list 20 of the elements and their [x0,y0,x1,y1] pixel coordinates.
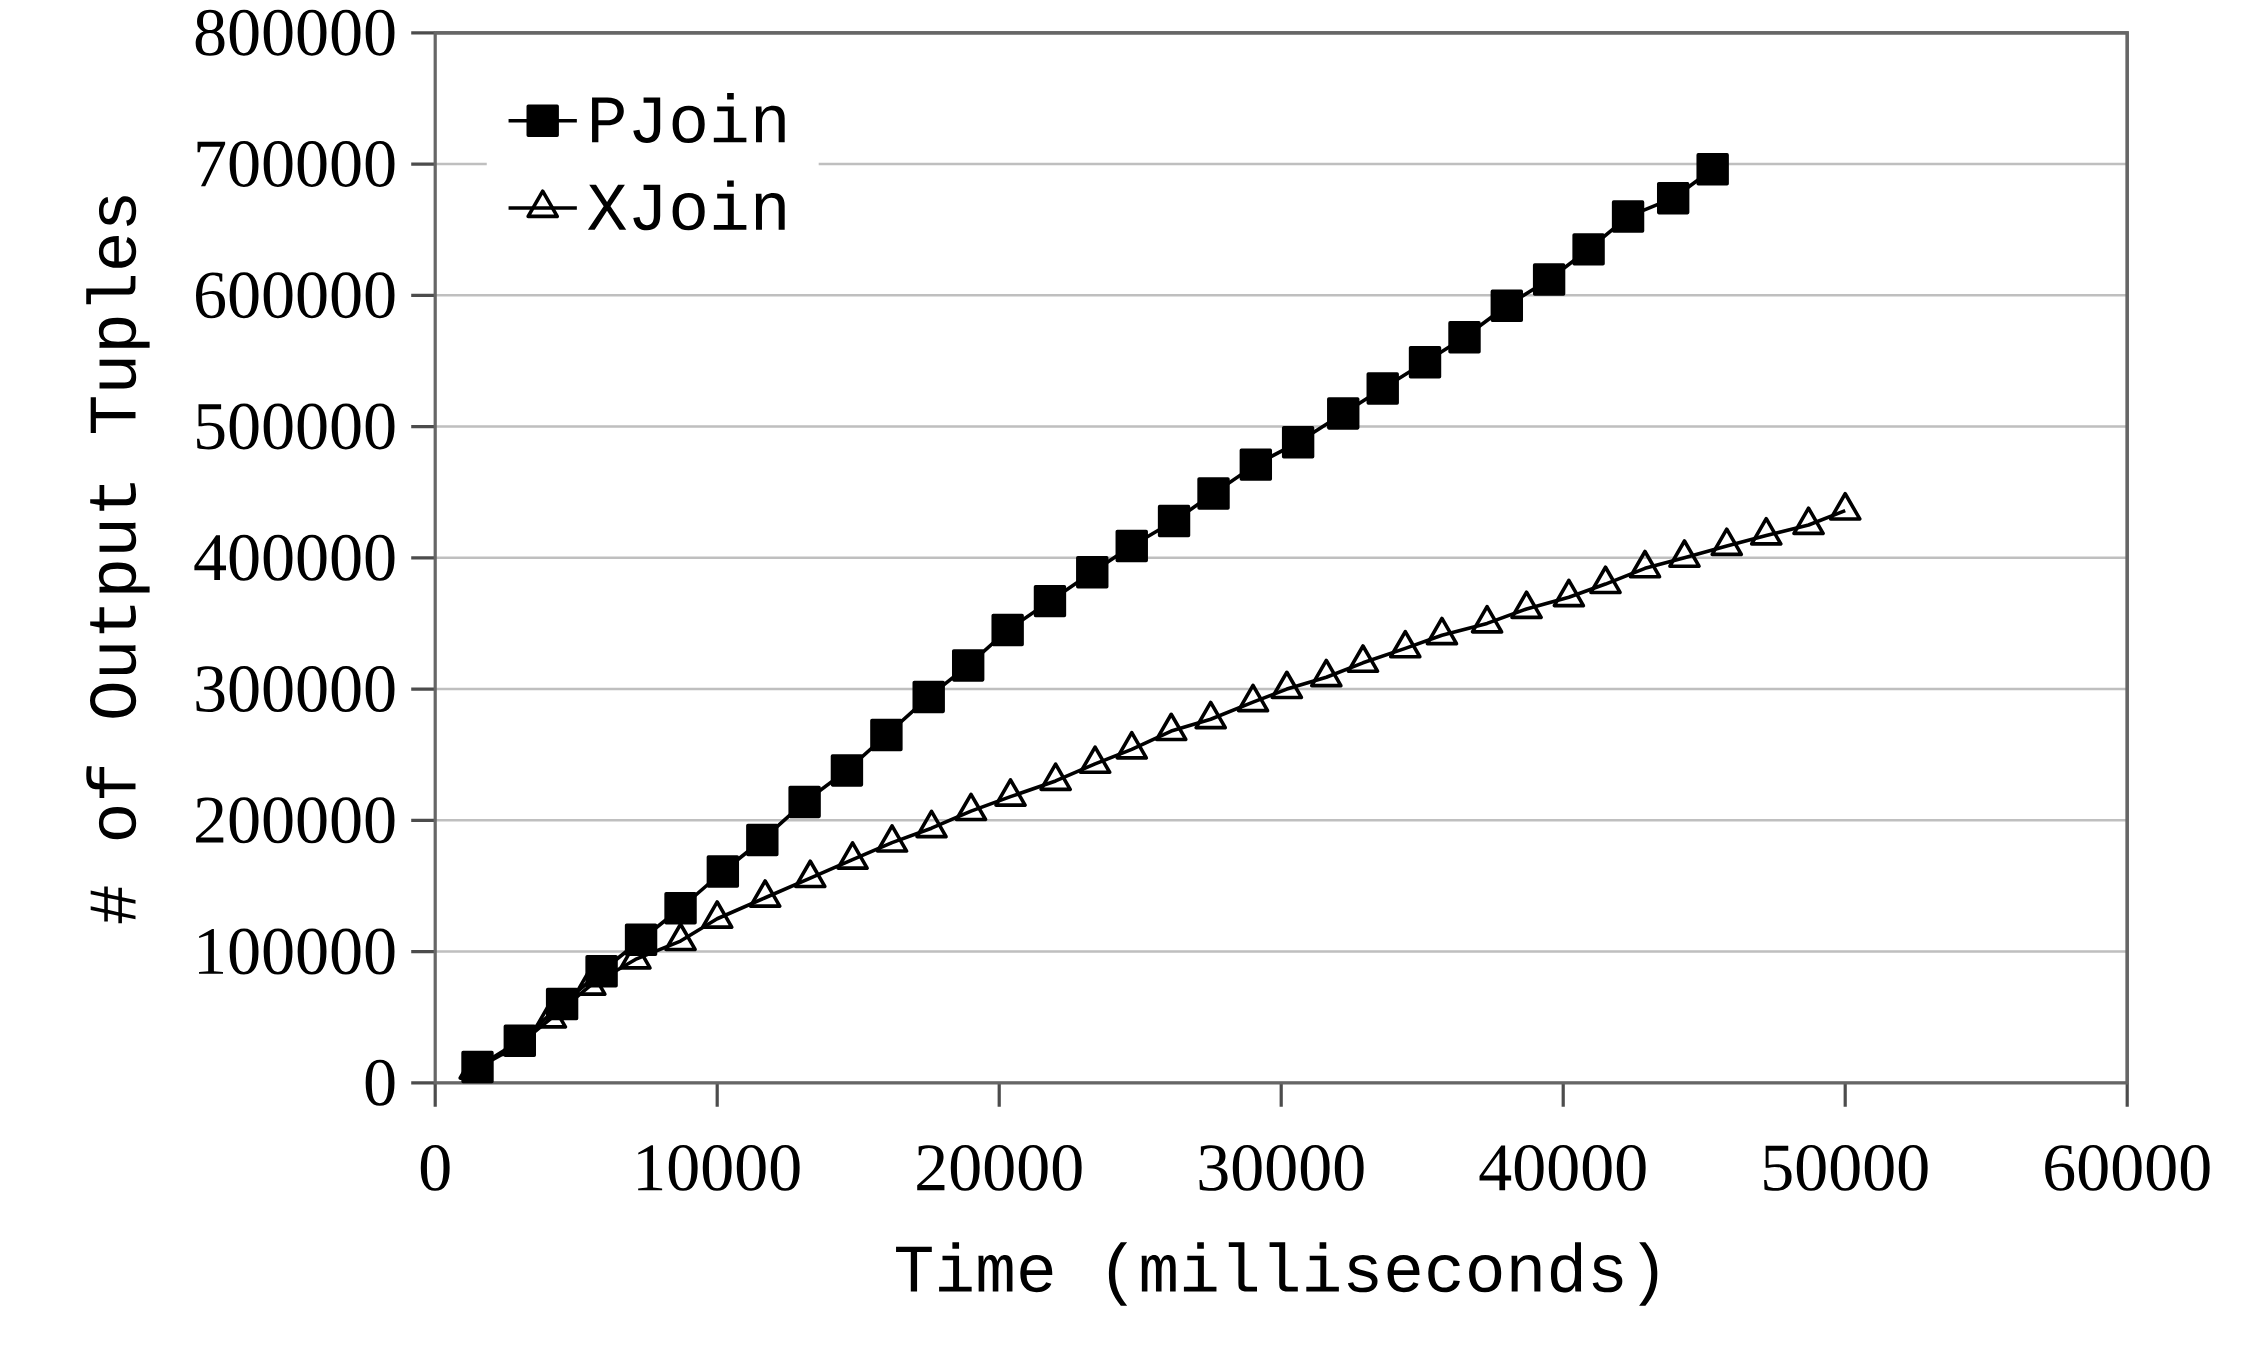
x-tick-label: 10000 [638,1144,800,1191]
y-tick-label: 400000 [194,534,395,581]
y-tick-label: 700000 [197,141,395,188]
x-tick-label: 20000 [917,1144,1082,1191]
x-tick-label: 60000 [2045,1144,2210,1191]
y-tick-label: 0 [365,1059,395,1106]
y-tick-label: 500000 [197,403,395,450]
x-tick-label: 40000 [1479,1144,1646,1191]
y-tick-label: 800000 [195,9,395,56]
x-tick-label: 50000 [1764,1144,1928,1191]
y-tick-label: 100000 [199,928,395,975]
y-axis-title: # of Output Tuples [86,196,150,924]
legend-label: PJoin [592,93,785,144]
x-axis-title: Time (milliseconds) [896,1242,1658,1306]
x-tick-label: 0 [420,1144,450,1191]
y-tick-label: 200000 [196,797,395,844]
y-tick-label: 300000 [196,666,395,713]
x-tick-label: 30000 [1199,1144,1364,1191]
legend-label: XJoin [587,180,785,231]
y-tick-label: 600000 [196,272,395,319]
